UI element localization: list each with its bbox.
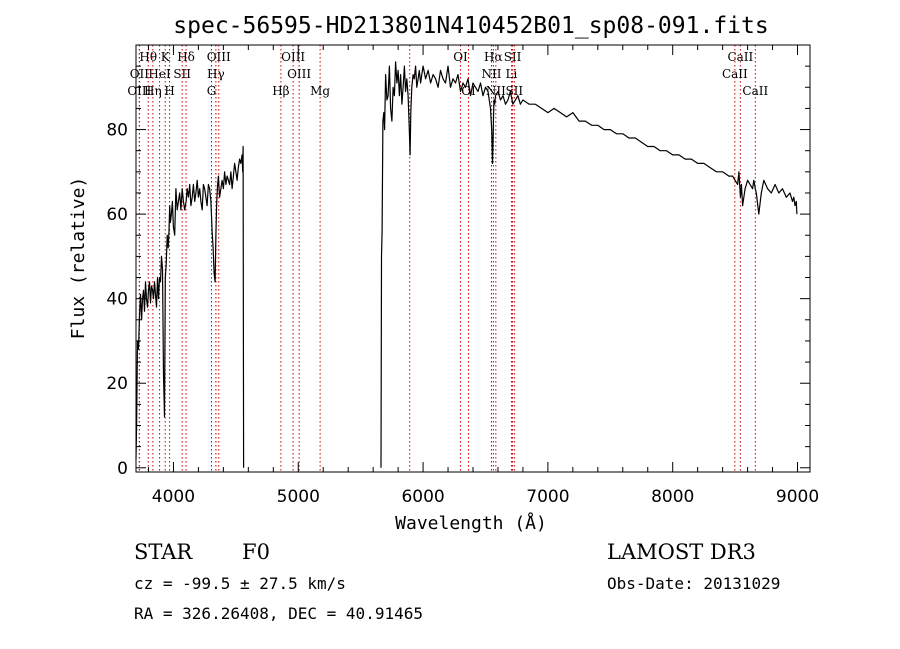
annotation-label: CaII <box>727 50 753 64</box>
y-tick-label: 20 <box>106 374 128 394</box>
x-tick-label: 6000 <box>401 487 444 507</box>
annotation-labels: Hθ OII OIII K HeI Hη H Hδ SII OIII Hγ G Hβ OIII OIII Mg… <box>127 50 768 98</box>
x-axis-ticks: 4000 5000 6000 7000 8000 9000 <box>147 45 819 507</box>
x-tick-label: 4000 <box>152 487 195 507</box>
observation-date: Obs-Date: 20131029 <box>607 574 780 593</box>
annotation-label: Hγ <box>207 67 225 81</box>
y-tick-label: 0 <box>117 459 128 479</box>
annotation-lines <box>138 45 756 472</box>
x-axis-label: Wavelength (Å) <box>395 512 547 534</box>
annotation-label: NII <box>481 67 501 81</box>
annotation-label: Hθ <box>139 50 157 64</box>
spectrum-series-line <box>135 145 245 468</box>
plot-frame <box>135 44 811 473</box>
x-tick-label: 9000 <box>776 487 819 507</box>
annotation-label: CaII <box>742 84 768 98</box>
annotation-label: Hβ <box>272 84 289 98</box>
annotation-label: SII <box>173 67 191 81</box>
chart-title: spec-56595-HD213801N410452B01_sp08-091.f… <box>173 13 768 39</box>
annotation-label: Hδ <box>177 50 195 64</box>
annotation-label: OIII <box>127 84 151 98</box>
y-tick-label: 80 <box>106 121 128 141</box>
y-axis-ticks: 0 20 40 60 80 <box>106 65 810 479</box>
annotation-label: Hη <box>144 84 162 98</box>
annotation-label: HeI <box>148 67 171 81</box>
survey-name: LAMOST DR3 <box>607 540 756 564</box>
y-tick-label: 60 <box>106 205 128 225</box>
annotation-label: OIII <box>207 50 231 64</box>
y-tick-label: 40 <box>106 290 128 310</box>
annotation-label: SII <box>504 50 522 64</box>
annotation-label: Mg <box>310 84 330 98</box>
annotation-label: OII <box>130 67 150 81</box>
object-class: STAR <box>134 540 193 564</box>
annotation-label: SII <box>505 84 523 98</box>
annotation-label: NII <box>486 84 506 98</box>
redshift-cz: cz = -99.5 ± 27.5 km/s <box>134 574 346 593</box>
annotation-label: K <box>161 50 171 64</box>
annotation-label: G <box>207 84 217 98</box>
ra-dec-coordinates: RA = 326.26408, DEC = 40.91465 <box>134 604 423 623</box>
annotation-label: Hα <box>484 50 503 64</box>
y-axis-label: Flux (relative) <box>68 177 89 340</box>
annotation-label: OI <box>453 50 468 64</box>
spectrum-line-group <box>135 61 798 468</box>
x-tick-label: 5000 <box>277 487 320 507</box>
x-tick-label: 7000 <box>526 487 569 507</box>
annotation-label: H <box>164 84 174 98</box>
annotation-label: CaII <box>722 67 748 81</box>
object-subclass: F0 <box>242 540 270 564</box>
annotation-label: OIII <box>287 67 311 81</box>
x-tick-label: 8000 <box>651 487 694 507</box>
spectrum-series-line <box>380 61 798 468</box>
annotation-label: Li <box>506 67 518 81</box>
annotation-label: OIII <box>281 50 305 64</box>
